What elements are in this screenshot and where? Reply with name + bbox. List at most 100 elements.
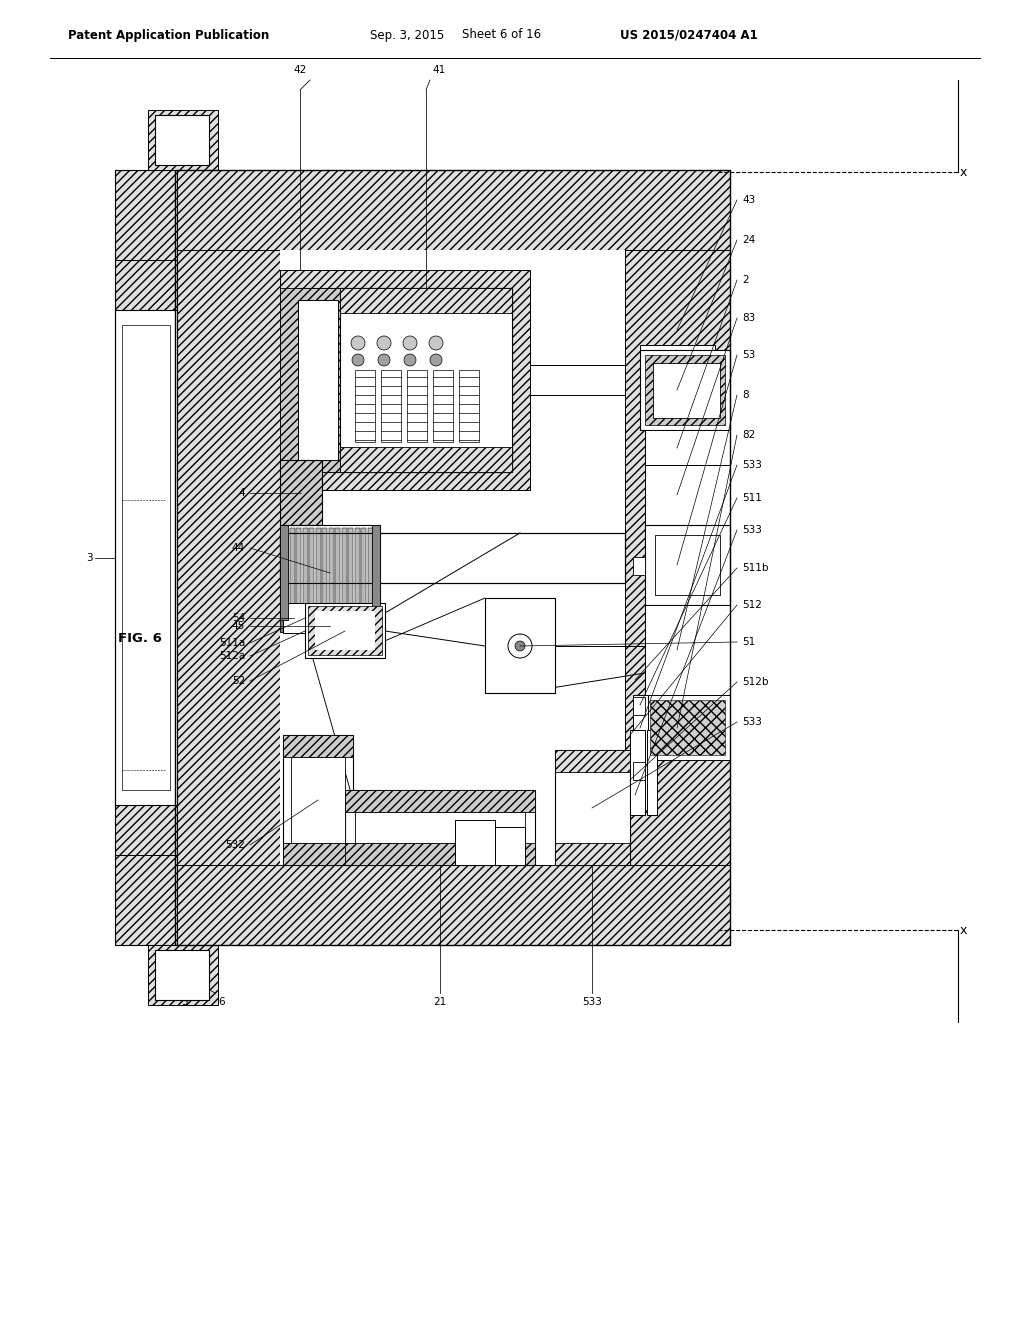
Bar bbox=[407, 370, 427, 442]
Text: 24: 24 bbox=[742, 235, 756, 246]
Circle shape bbox=[429, 337, 443, 350]
Bar bbox=[115, 170, 177, 945]
Text: Sep. 3, 2015: Sep. 3, 2015 bbox=[370, 29, 444, 41]
Bar bbox=[625, 249, 730, 865]
Bar bbox=[175, 865, 730, 945]
Bar bbox=[345, 843, 535, 865]
Bar bbox=[645, 696, 730, 760]
Text: 4: 4 bbox=[239, 488, 245, 498]
Bar bbox=[308, 606, 382, 655]
Bar bbox=[115, 310, 177, 805]
Bar bbox=[283, 735, 353, 756]
Text: FIG. 6: FIG. 6 bbox=[118, 631, 162, 644]
Bar bbox=[633, 697, 645, 715]
Text: US 2015/0247404 A1: US 2015/0247404 A1 bbox=[620, 29, 758, 41]
Bar bbox=[653, 363, 720, 418]
Bar bbox=[630, 730, 645, 814]
Text: Patent Application Publication: Patent Application Publication bbox=[68, 29, 269, 41]
Text: 512b: 512b bbox=[742, 677, 768, 686]
Text: 533: 533 bbox=[742, 717, 762, 727]
Bar bbox=[115, 855, 177, 945]
Bar bbox=[341, 528, 346, 616]
Circle shape bbox=[403, 337, 417, 350]
Bar bbox=[309, 528, 314, 616]
Bar bbox=[348, 528, 353, 616]
Bar bbox=[640, 350, 730, 430]
Bar bbox=[280, 533, 625, 583]
Circle shape bbox=[404, 354, 416, 366]
Bar bbox=[345, 789, 535, 812]
Bar bbox=[340, 288, 512, 313]
Bar bbox=[433, 370, 453, 442]
Bar bbox=[280, 525, 288, 620]
Text: 533: 533 bbox=[582, 997, 602, 1007]
Text: 51: 51 bbox=[742, 638, 756, 647]
Bar bbox=[280, 288, 340, 473]
Bar bbox=[315, 528, 321, 616]
Bar bbox=[175, 249, 280, 865]
Bar bbox=[302, 528, 307, 616]
Bar bbox=[645, 355, 725, 425]
Bar bbox=[115, 170, 177, 260]
Bar bbox=[459, 370, 479, 442]
Text: 532: 532 bbox=[225, 840, 245, 850]
Circle shape bbox=[508, 634, 532, 657]
Bar bbox=[355, 370, 375, 442]
Bar bbox=[485, 598, 555, 693]
Text: x: x bbox=[961, 165, 968, 178]
Bar bbox=[345, 789, 535, 865]
Text: 533: 533 bbox=[742, 459, 762, 470]
Bar bbox=[175, 170, 730, 249]
Text: 533: 533 bbox=[742, 525, 762, 535]
Bar bbox=[315, 611, 375, 649]
Bar bbox=[115, 260, 177, 310]
Text: 2: 2 bbox=[742, 275, 749, 285]
Bar bbox=[280, 459, 322, 525]
Bar bbox=[555, 750, 630, 865]
Bar bbox=[280, 271, 530, 490]
Bar bbox=[148, 110, 218, 170]
Bar bbox=[290, 528, 295, 616]
Bar bbox=[555, 750, 630, 772]
Text: 511: 511 bbox=[742, 492, 762, 503]
Text: 512a: 512a bbox=[219, 651, 245, 661]
Text: 45: 45 bbox=[231, 620, 245, 631]
Bar bbox=[354, 528, 359, 616]
Text: 5: 5 bbox=[181, 997, 188, 1007]
Text: 512: 512 bbox=[742, 601, 762, 610]
Bar bbox=[455, 820, 495, 865]
Bar bbox=[280, 249, 625, 865]
Bar bbox=[283, 843, 353, 865]
Text: 53: 53 bbox=[742, 350, 756, 360]
Bar bbox=[495, 828, 525, 865]
Bar bbox=[322, 528, 327, 616]
Bar bbox=[283, 603, 305, 634]
Text: 511b: 511b bbox=[742, 564, 768, 573]
Text: x: x bbox=[961, 924, 968, 936]
Bar bbox=[335, 528, 340, 616]
Bar bbox=[291, 756, 345, 843]
Bar bbox=[329, 528, 334, 616]
Bar bbox=[650, 700, 725, 755]
Bar bbox=[647, 730, 657, 814]
Bar bbox=[298, 288, 512, 473]
Bar bbox=[298, 300, 338, 459]
Bar bbox=[655, 535, 720, 595]
Circle shape bbox=[377, 337, 391, 350]
Text: 6: 6 bbox=[218, 997, 224, 1007]
Bar bbox=[340, 447, 512, 473]
Bar bbox=[633, 696, 648, 810]
Bar bbox=[122, 325, 170, 789]
Bar bbox=[155, 950, 209, 1001]
Bar bbox=[633, 557, 645, 576]
Text: 52: 52 bbox=[231, 676, 245, 686]
Bar bbox=[283, 528, 288, 616]
Text: 8: 8 bbox=[742, 389, 749, 400]
Text: 42: 42 bbox=[294, 65, 307, 75]
Text: 43: 43 bbox=[742, 195, 756, 205]
Text: 21: 21 bbox=[433, 997, 446, 1007]
Bar bbox=[361, 528, 366, 616]
Text: 41: 41 bbox=[432, 65, 445, 75]
Text: 83: 83 bbox=[742, 313, 756, 323]
Text: 44: 44 bbox=[231, 543, 245, 553]
